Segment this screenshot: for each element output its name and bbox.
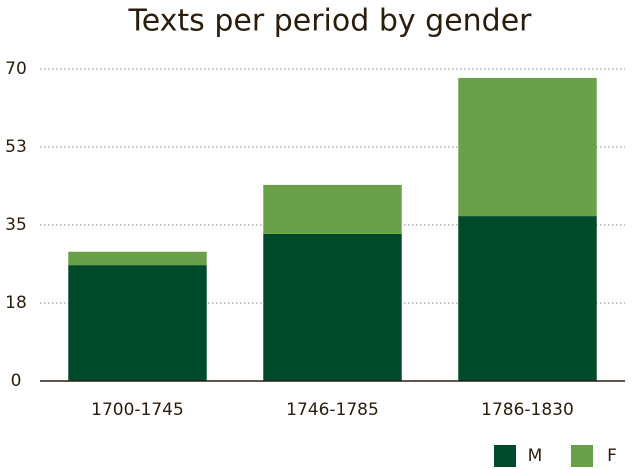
y-tick-label: 53 [5,137,27,157]
y-tick-label: 0 [11,371,22,391]
legend-label: F [607,446,617,466]
bar-segment [458,77,597,217]
chart-title: Texts per period by gender [128,4,533,39]
legend-label: M [528,446,543,466]
x-tick-label: 1700-1745 [91,400,184,420]
legend-swatch [571,445,593,467]
y-tick-label: 18 [5,293,27,313]
bar-segment [68,265,207,381]
x-tick-label: 1786-1830 [481,400,574,420]
x-tick-label: 1746-1785 [286,400,379,420]
bar-segment [263,233,402,381]
legend-swatch [494,445,516,467]
bar-segment [263,184,402,234]
y-tick-label: 70 [5,59,27,79]
y-tick-label: 35 [5,215,27,235]
bar-segment [68,251,207,266]
bar-segment [458,216,597,381]
